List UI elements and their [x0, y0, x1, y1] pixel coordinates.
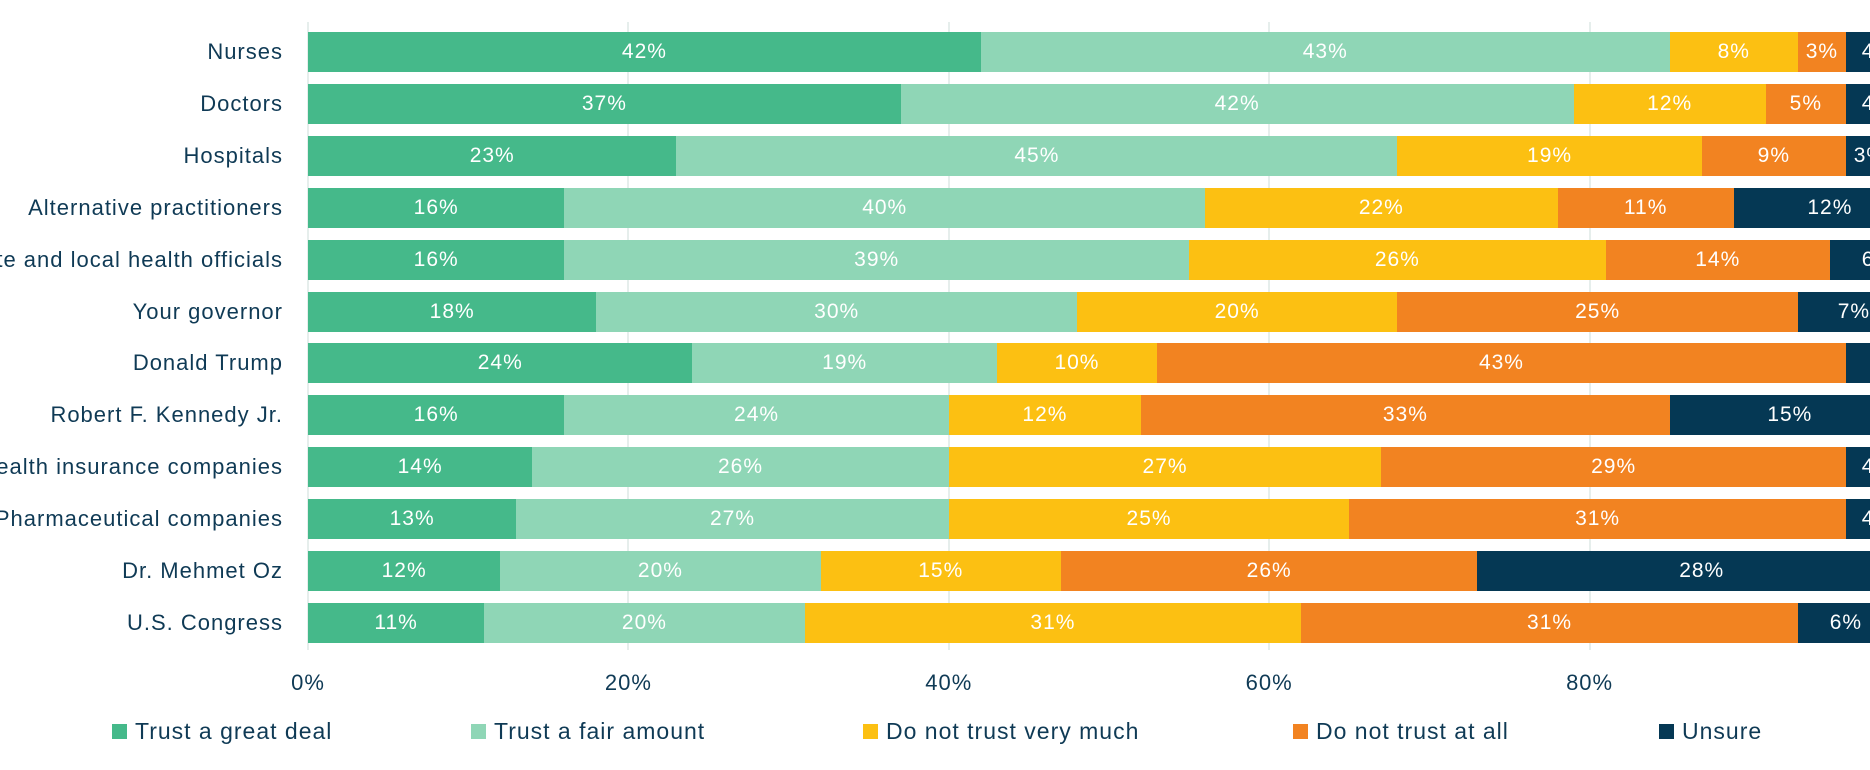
- bar-segment-do-not-trust-very-much: 12%: [1573, 83, 1766, 124]
- bar-segment-do-not-trust-at-all: 11%: [1557, 187, 1734, 228]
- category-label: Robert F. Kennedy Jr.: [50, 402, 283, 428]
- bar-segment-trust-a-fair-amount: 30%: [596, 291, 1077, 332]
- gridline-40: [947, 22, 950, 650]
- bar-segment-do-not-trust-at-all: 29%: [1381, 447, 1846, 488]
- bar-segment-do-not-trust-at-all: 43%: [1157, 343, 1846, 384]
- bar-segment-trust-a-great-deal: 24%: [308, 343, 693, 384]
- bar-segment-unsure: 6%: [1797, 602, 1870, 643]
- x-tick-label: 20%: [604, 670, 652, 695]
- category-label: State and local health officials: [0, 246, 283, 272]
- bar-segment-unsure: 3%: [1845, 135, 1870, 176]
- bar-segment-trust-a-great-deal: 14%: [308, 447, 533, 488]
- x-tick-label: 80%: [1566, 670, 1614, 695]
- legend-item: Trust a fair amount: [471, 718, 705, 745]
- bar-segment-unsure: 4%: [1845, 83, 1870, 124]
- bar-segment-do-not-trust-very-much: 31%: [804, 602, 1302, 643]
- bar-segment-do-not-trust-very-much: 26%: [1189, 239, 1606, 280]
- bar-segment-do-not-trust-at-all: 14%: [1605, 239, 1830, 280]
- bar-segment-unsure: 7%: [1797, 291, 1870, 332]
- bar-segment-unsure: 28%: [1477, 551, 1870, 591]
- bar-segment-trust-a-great-deal: 11%: [308, 602, 485, 643]
- bar-segment-unsure: 4%: [1845, 499, 1870, 540]
- bar-segment-do-not-trust-at-all: 31%: [1301, 602, 1798, 643]
- bar-segment-do-not-trust-very-much: 19%: [1397, 135, 1702, 176]
- category-label: Your governor: [132, 298, 283, 324]
- legend-item: Unsure: [1659, 718, 1762, 745]
- bar-segment-do-not-trust-very-much: 8%: [1669, 32, 1798, 72]
- legend-label: Trust a fair amount: [494, 718, 706, 744]
- legend-label: Do not trust at all: [1316, 718, 1509, 744]
- bar-segment-trust-a-fair-amount: 20%: [484, 602, 805, 643]
- category-label: Nurses: [207, 39, 283, 64]
- legend-swatch: [471, 724, 486, 739]
- bar-segment-do-not-trust-very-much: 22%: [1205, 187, 1558, 228]
- bar-segment-trust-a-great-deal: 23%: [308, 135, 677, 176]
- bar-segment-do-not-trust-at-all: 3%: [1797, 32, 1846, 72]
- bar-segment-unsure: 5%: [1845, 343, 1870, 384]
- bar-segment-do-not-trust-at-all: 31%: [1349, 499, 1846, 540]
- bar-segment-do-not-trust-very-much: 10%: [996, 343, 1158, 384]
- bar-segment-trust-a-great-deal: 18%: [308, 291, 597, 332]
- bar-segment-do-not-trust-at-all: 33%: [1141, 395, 1670, 436]
- category-label: Pharmaceutical companies: [0, 506, 283, 532]
- bar-segment-unsure: 12%: [1733, 187, 1870, 228]
- legend-label: Do not trust very much: [886, 718, 1140, 744]
- bar-segment-do-not-trust-at-all: 9%: [1701, 135, 1846, 176]
- bar-segment-do-not-trust-very-much: 12%: [948, 395, 1142, 436]
- bar-segment-do-not-trust-very-much: 20%: [1076, 291, 1398, 332]
- legend-label: Trust a great deal: [135, 718, 333, 744]
- bar-segment-trust-a-fair-amount: 43%: [980, 32, 1670, 72]
- legend-item: Do not trust very much: [863, 718, 1139, 745]
- bar-segment-trust-a-fair-amount: 27%: [516, 499, 949, 540]
- bar-segment-unsure: 4%: [1845, 32, 1870, 72]
- bar-segment-trust-a-great-deal: 37%: [308, 83, 901, 124]
- bar-segment-unsure: 4%: [1845, 447, 1870, 488]
- gridline-0: [307, 22, 309, 650]
- gridline-20: [627, 22, 630, 650]
- x-tick-label: 60%: [1245, 670, 1293, 695]
- category-label: Dr. Mehmet Oz: [122, 558, 283, 583]
- bar-segment-do-not-trust-very-much: 25%: [948, 499, 1350, 540]
- legend-item: Do not trust at all: [1293, 718, 1509, 745]
- bar-segment-trust-a-fair-amount: 45%: [676, 135, 1398, 176]
- bar-segment-trust-a-fair-amount: 42%: [900, 83, 1574, 124]
- category-label: Doctors: [200, 90, 283, 116]
- gridline-80: [1588, 22, 1591, 650]
- bar-segment-do-not-trust-at-all: 25%: [1397, 291, 1798, 332]
- bar-segment-unsure: 15%: [1669, 395, 1870, 436]
- legend-swatch: [863, 724, 878, 739]
- bar-segment-trust-a-fair-amount: 20%: [500, 551, 821, 591]
- legend-item: Trust a great deal: [112, 718, 332, 745]
- bar-segment-do-not-trust-very-much: 15%: [820, 551, 1061, 591]
- legend-swatch: [1659, 724, 1674, 739]
- bar-segment-trust-a-great-deal: 42%: [308, 32, 981, 72]
- legend-label: Unsure: [1682, 718, 1763, 744]
- bar-segment-trust-a-great-deal: 16%: [308, 187, 565, 228]
- bar-segment-trust-a-fair-amount: 39%: [564, 239, 1190, 280]
- bar-segment-trust-a-great-deal: 16%: [308, 395, 565, 436]
- category-label: Alternative practitioners: [28, 194, 283, 220]
- bar-segment-trust-a-great-deal: 13%: [308, 499, 517, 540]
- category-label: Hospitals: [183, 142, 283, 168]
- bar-segment-do-not-trust-at-all: 26%: [1060, 551, 1478, 591]
- bar-segment-unsure: 6%: [1829, 239, 1870, 280]
- x-tick-label: 40%: [925, 670, 973, 695]
- bar-segment-do-not-trust-at-all: 5%: [1765, 83, 1846, 124]
- category-label: Donald Trump: [132, 350, 283, 376]
- bar-segment-trust-a-fair-amount: 40%: [564, 187, 1206, 228]
- legend-swatch: [112, 724, 127, 739]
- category-label: Health insurance companies: [0, 454, 283, 480]
- bar-segment-trust-a-great-deal: 12%: [308, 551, 501, 591]
- bar-segment-trust-a-fair-amount: 24%: [564, 395, 949, 436]
- gridline-60: [1268, 22, 1271, 650]
- bar-segment-do-not-trust-very-much: 27%: [948, 447, 1382, 488]
- bar-segment-trust-a-fair-amount: 19%: [692, 343, 997, 384]
- category-label: U.S. Congress: [126, 609, 283, 635]
- x-tick-label: 0%: [291, 670, 325, 695]
- bar-segment-trust-a-fair-amount: 26%: [532, 447, 949, 488]
- bar-segment-trust-a-great-deal: 16%: [308, 239, 565, 280]
- legend-swatch: [1293, 724, 1308, 739]
